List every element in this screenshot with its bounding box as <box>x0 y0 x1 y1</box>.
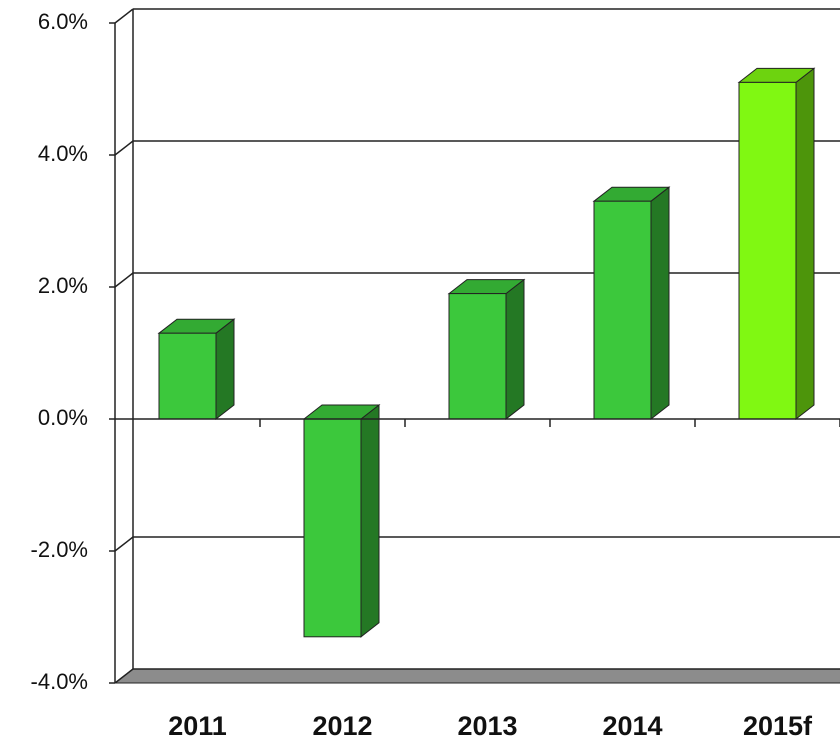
y-tick-label: -4.0% <box>31 669 88 694</box>
y-tick-label: 6.0% <box>38 9 88 34</box>
x-tick-label: 2012 <box>312 711 372 741</box>
grid-line <box>114 536 134 552</box>
grid-line <box>114 8 134 24</box>
y-tick-label: 0.0% <box>38 405 88 430</box>
x-tick-label: 2011 <box>168 711 227 741</box>
bar <box>303 418 362 638</box>
bar-side <box>215 318 235 421</box>
bar <box>738 81 797 420</box>
bar-side <box>505 278 525 421</box>
bar <box>593 200 652 420</box>
y-tick-label: 2.0% <box>38 273 88 298</box>
bar <box>158 332 217 420</box>
y-tick-label: -2.0% <box>31 537 88 562</box>
x-tick-label: 2014 <box>602 711 662 741</box>
y-tick-label: 4.0% <box>38 141 88 166</box>
grid-line <box>114 272 134 288</box>
x-tick-label: 2013 <box>457 711 517 741</box>
bar-side <box>795 67 815 421</box>
x-tick-label: 2015f <box>743 711 813 741</box>
grid-line <box>114 668 134 684</box>
bar-side <box>650 186 670 421</box>
bar-side <box>360 403 380 638</box>
grid-line <box>114 140 134 156</box>
bar <box>448 293 507 420</box>
floor <box>113 668 840 684</box>
